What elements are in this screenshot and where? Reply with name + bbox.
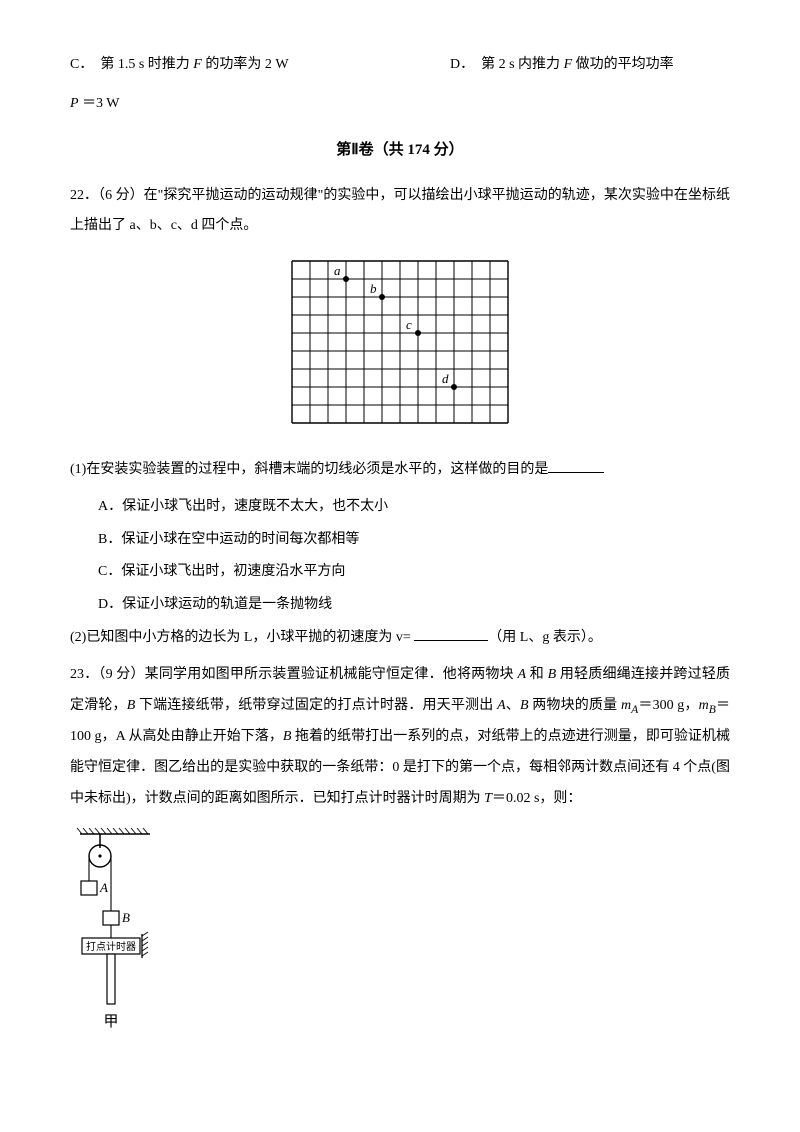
q22-opt-c: C．保证小球飞出时，初速度沿水平方向 xyxy=(70,557,730,588)
q21-opt-d-cont: P ＝3 W xyxy=(70,89,730,120)
q23-figure-jia: AB 打点计时器甲 xyxy=(70,826,730,1059)
q21-opt-d-text: D． 第 2 s 内推力 F 做功的平均功率 xyxy=(450,57,674,72)
section-2-title: 第Ⅱ卷（共 174 分） xyxy=(70,134,730,167)
q21-option-d: D． 第 2 s 内推力 F 做功的平均功率 xyxy=(450,50,674,81)
q22-sub2-a: (2)已知图中小方格的边长为 L，小球平抛的初速度为 v= xyxy=(70,630,414,645)
pulley-apparatus-diagram: AB 打点计时器甲 xyxy=(70,826,190,1046)
q22-opt-a: A．保证小球飞出时，速度既不太大，也不太小 xyxy=(70,492,730,523)
q21-opt-c-text: C． 第 1.5 s 时推力 F 的功率为 2 W xyxy=(70,57,289,72)
svg-text:d: d xyxy=(442,371,449,386)
svg-text:b: b xyxy=(370,281,377,296)
svg-text:打点计时器: 打点计时器 xyxy=(86,940,136,953)
projectile-grid-chart: a b c d xyxy=(291,260,509,424)
svg-text:c: c xyxy=(406,317,412,332)
q22-sub1: (1)在安装实验装置的过程中，斜槽末端的切线必须是水平的，这样做的目的是 xyxy=(70,455,730,486)
q22-grid-figure: a b c d xyxy=(70,260,730,437)
q22-sub2: (2)已知图中小方格的边长为 L，小球平抛的初速度为 v= （用 L、g 表示）… xyxy=(70,623,730,654)
svg-text:B: B xyxy=(122,910,130,925)
q22-opt-d: D．保证小球运动的轨道是一条抛物线 xyxy=(70,590,730,621)
q22-sub2-blank xyxy=(414,627,488,641)
q23-body: 23．（9 分）某同学用如图甲所示装置验证机械能守恒定律．他将两物块 A 和 B… xyxy=(70,660,730,815)
svg-text:甲: 甲 xyxy=(103,1014,118,1030)
q22-opt-b: B．保证小球在空中运动的时间每次都相等 xyxy=(70,525,730,556)
svg-text:A: A xyxy=(99,880,108,895)
q21-option-c: C． 第 1.5 s 时推力 F 的功率为 2 W xyxy=(70,50,450,81)
q22-header: 22．（6 分）在"探究平抛运动的运动规律"的实验中，可以描绘出小球平抛运动的轨… xyxy=(70,181,730,243)
q22-sub1-blank xyxy=(548,459,604,473)
q22-sub2-b: （用 L、g 表示）。 xyxy=(488,630,602,645)
q22-sub1-text: (1)在安装实验装置的过程中，斜槽末端的切线必须是水平的，这样做的目的是 xyxy=(70,462,548,477)
svg-text:a: a xyxy=(334,263,341,278)
q21-option-row: C． 第 1.5 s 时推力 F 的功率为 2 W D． 第 2 s 内推力 F… xyxy=(70,50,730,81)
